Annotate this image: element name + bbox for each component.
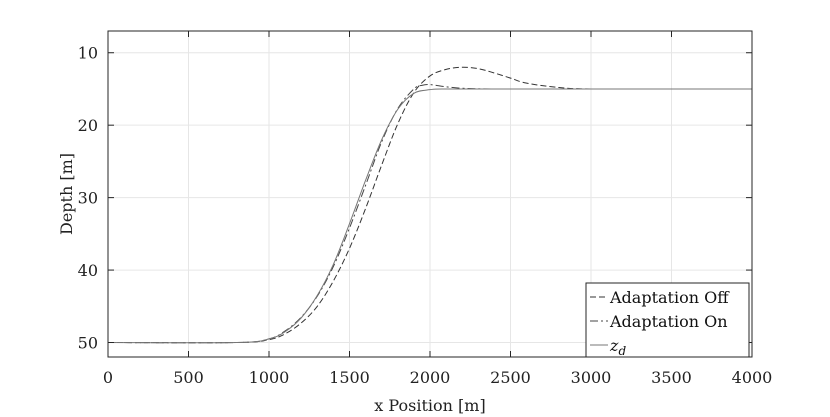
y-tick-label: 20 bbox=[78, 116, 98, 135]
x-tick-label: 4000 bbox=[732, 368, 773, 387]
y-tick-label: 40 bbox=[78, 261, 98, 280]
x-tick-label: 500 bbox=[173, 368, 204, 387]
legend-label-zd-subscript: d bbox=[618, 344, 626, 358]
legend-label-adaptation-off: Adaptation Off bbox=[609, 288, 730, 307]
series-layer bbox=[107, 66, 752, 344]
y-axis-label: Depth [m] bbox=[57, 153, 76, 235]
legend-label-zd-base: z bbox=[609, 336, 619, 355]
y-tick-label: 10 bbox=[78, 44, 98, 63]
x-tick-label: 3000 bbox=[571, 368, 612, 387]
x-tick-label: 1000 bbox=[249, 368, 290, 387]
y-tick-label: 30 bbox=[78, 189, 98, 208]
x-tick-label: 2500 bbox=[490, 368, 531, 387]
y-tick-label: 50 bbox=[78, 334, 98, 353]
x-axis-label: x Position [m] bbox=[374, 396, 485, 415]
tick-labels: 0 500 1000 1500 2000 2500 3000 3500 4000 10 20 30 40… bbox=[78, 44, 773, 387]
series-line-z-d bbox=[107, 88, 752, 344]
x-tick-label: 1500 bbox=[329, 368, 370, 387]
legend-label-zd: zd bbox=[609, 336, 626, 358]
x-tick-label: 2000 bbox=[410, 368, 451, 387]
x-tick-label: 0 bbox=[103, 368, 113, 387]
legend-box bbox=[585, 282, 750, 358]
legend-label-adaptation-on: Adaptation On bbox=[609, 312, 728, 331]
x-tick-label: 3500 bbox=[651, 368, 692, 387]
series-line-adaptation-off bbox=[107, 66, 752, 344]
legend: Adaptation Off Adaptation On zd bbox=[585, 282, 750, 358]
